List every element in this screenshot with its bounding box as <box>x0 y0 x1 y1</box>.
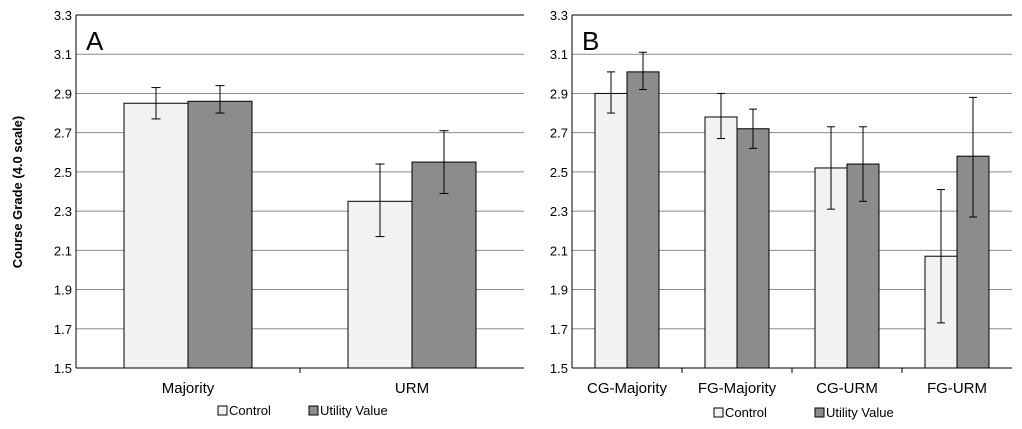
y-tick-label-a-1: 1.7 <box>54 322 72 337</box>
error-bar-a-control-1 <box>375 163 385 238</box>
bar-a-utility-1 <box>411 161 477 369</box>
legend-b-utility-swatch <box>814 407 825 418</box>
bar-b-utility-0 <box>626 71 660 369</box>
y-tick-label-b-5: 2.5 <box>550 165 568 180</box>
y-tick-label-b-8: 3.1 <box>550 47 568 62</box>
y-tick-label-a-4: 2.3 <box>54 204 72 219</box>
y-tick-label-b-9: 3.3 <box>550 8 568 23</box>
y-tick-label-a-2: 1.9 <box>54 283 72 298</box>
legend-b-control-label: Control <box>725 405 767 420</box>
y-axis-label: Course Grade (4.0 scale) <box>10 116 25 268</box>
y-tick-label-a-7: 2.9 <box>54 86 72 101</box>
panel-label-a: A <box>86 26 104 56</box>
legend-a-utility-swatch <box>308 405 319 416</box>
error-bar-a-utility-1 <box>439 130 449 194</box>
legend-b-utility-label: Utility Value <box>826 405 894 420</box>
error-bar-b-utility-3 <box>969 96 977 218</box>
y-tick-label-a-3: 2.1 <box>54 243 72 258</box>
panel-b: 1.5 1.7 1.9 2.1 2.3 2.5 2.7 2.9 3.1 3.3 CG-Majorit… <box>550 8 1012 397</box>
error-bar-b-control-0 <box>607 71 615 114</box>
legend-a-control-label: Control <box>229 403 271 418</box>
bar-b-utility-1 <box>736 128 770 369</box>
error-bar-b-utility-0 <box>639 51 647 91</box>
panel-a: 1.5 1.7 1.9 2.1 2.3 2.5 2.7 2.9 3.1 3.3 Majority UR… <box>54 8 524 397</box>
error-bar-b-control-1 <box>717 92 725 140</box>
legend-b-control-swatch <box>713 407 724 418</box>
legend-a-utility-label: Utility Value <box>320 403 388 418</box>
y-tick-label-a-0: 1.5 <box>54 361 72 376</box>
bar-b-control-0 <box>594 92 628 369</box>
x-tick-label-b-2: CG-URM <box>816 380 878 397</box>
y-tick-label-b-4: 2.3 <box>550 204 568 219</box>
y-tick-label-a-6: 2.7 <box>54 126 72 141</box>
y-tick-label-b-1: 1.7 <box>550 322 568 337</box>
y-tick-label-b-0: 1.5 <box>550 361 568 376</box>
y-tick-label-a-9: 3.3 <box>54 8 72 23</box>
y-tick-label-b-3: 2.1 <box>550 243 568 258</box>
error-bar-b-utility-2 <box>859 126 867 202</box>
x-tick-label-a-0: Majority <box>162 380 215 397</box>
legend-b: Control Utility Value <box>713 405 894 420</box>
bar-b-control-1 <box>704 116 738 369</box>
y-tick-label-b-6: 2.7 <box>550 126 568 141</box>
y-tick-label-b-2: 1.9 <box>550 283 568 298</box>
y-tick-label-b-7: 2.9 <box>550 86 568 101</box>
error-bar-a-control-0 <box>151 87 161 120</box>
bar-a-control-0 <box>123 102 189 369</box>
x-tick-label-b-1: FG-Majority <box>698 380 777 397</box>
error-bar-a-utility-0 <box>215 85 225 114</box>
error-bar-b-control-2 <box>827 126 835 210</box>
legend-a-control-swatch <box>217 405 228 416</box>
panel-label-b: B <box>582 26 599 56</box>
legend-a: Control Utility Value <box>217 403 388 418</box>
y-tick-label-a-5: 2.5 <box>54 165 72 180</box>
error-bar-b-utility-1 <box>749 108 757 149</box>
x-tick-label-a-1: URM <box>395 380 429 397</box>
error-bar-b-control-3 <box>937 189 945 324</box>
x-tick-label-b-3: FG-URM <box>927 380 987 397</box>
x-tick-label-b-0: CG-Majority <box>587 380 668 397</box>
y-tick-label-a-8: 3.1 <box>54 47 72 62</box>
bar-a-utility-0 <box>187 100 253 369</box>
